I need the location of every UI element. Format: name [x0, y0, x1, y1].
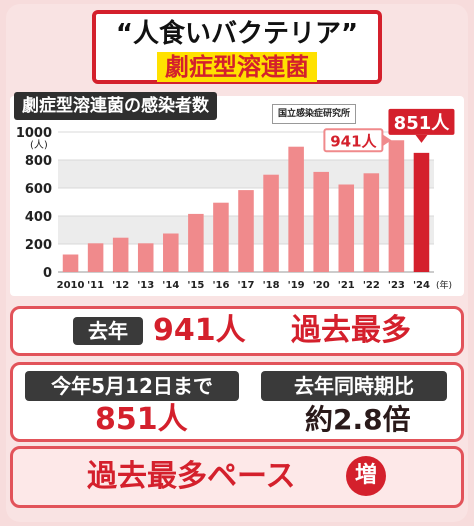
chart-source: 国立感染症研究所 [272, 104, 357, 124]
x-tick-label: '13 [137, 280, 154, 291]
bar [163, 233, 179, 272]
x-tick-label: '24 [413, 280, 430, 291]
callout-pointer [382, 134, 392, 147]
comparison-tag: 去年同時期比 [261, 371, 447, 401]
x-tick-label: '18 [263, 280, 280, 291]
y-tick-label: 200 [25, 238, 52, 253]
bar [263, 174, 279, 272]
this-year-value: 851人 [95, 402, 188, 437]
record-note: 過去最多 [291, 313, 411, 348]
x-tick-label: '20 [313, 280, 330, 291]
last-year-panel: 去年 941人 過去最多 [10, 306, 464, 356]
callout-label: 941人 [330, 132, 377, 150]
x-tick-label: '22 [363, 280, 380, 291]
chart-title: 劇症型溶連菌の感染者数 [14, 92, 217, 120]
bar [313, 171, 329, 272]
x-tick-label: '23 [388, 280, 405, 291]
y-tick-label: 800 [25, 154, 52, 169]
callout-pointer [415, 134, 428, 143]
pace-text: 過去最多ペース [87, 459, 296, 494]
x-tick-label: '17 [238, 280, 255, 291]
y-tick-label: 0 [43, 266, 52, 281]
bar [112, 237, 129, 272]
x-tick-label: '19 [288, 280, 305, 291]
comparison-value: 約2.8倍 [305, 403, 411, 436]
callout-label: 851人 [394, 113, 451, 134]
x-tick-label: '15 [187, 280, 204, 291]
x-tick-label: '16 [212, 280, 229, 291]
bar-chart: 0 200 400 600 800 1000(人) 2010'11 '12 '13 '14 '15 '… [16, 108, 455, 291]
bar [338, 184, 355, 272]
y-axis-unit: (人) [30, 139, 48, 151]
bar [188, 213, 204, 272]
this-year-panel: 今年5月12日まで 851人 去年同時期比 約2.8倍 [10, 362, 464, 442]
main-title: “人食いバクテリア” [115, 19, 359, 49]
x-tick-label: '21 [338, 280, 355, 291]
this-year-tag: 今年5月12日まで [25, 371, 239, 401]
x-tick-label: '12 [112, 280, 129, 291]
x-tick-label: '11 [87, 280, 104, 291]
pace-panel: 過去最多ペース [10, 446, 464, 508]
bar [238, 190, 254, 272]
title-box: “人食いバクテリア” 劇症型溶連菌 [92, 10, 382, 84]
bar [137, 243, 154, 272]
increase-badge: 増 [346, 456, 386, 496]
last-year-tag: 去年 [73, 317, 143, 345]
y-tick-label: 600 [25, 182, 52, 197]
bar [413, 152, 430, 272]
y-tick-label: 400 [25, 210, 52, 225]
bar [388, 140, 405, 272]
x-tick-label: '14 [162, 280, 179, 291]
bar [87, 243, 104, 272]
chart-panel [10, 96, 464, 296]
last-year-value: 941人 [153, 313, 246, 348]
callout-box [388, 108, 455, 135]
y-tick-label: 1000 [16, 126, 52, 141]
bar [213, 202, 229, 272]
bar [62, 254, 79, 272]
bar [288, 146, 304, 272]
x-tick-label: 2010 [57, 280, 85, 291]
subtitle: 劇症型溶連菌 [157, 52, 317, 82]
x-axis-unit: (年) [436, 279, 452, 291]
bar [363, 173, 380, 272]
